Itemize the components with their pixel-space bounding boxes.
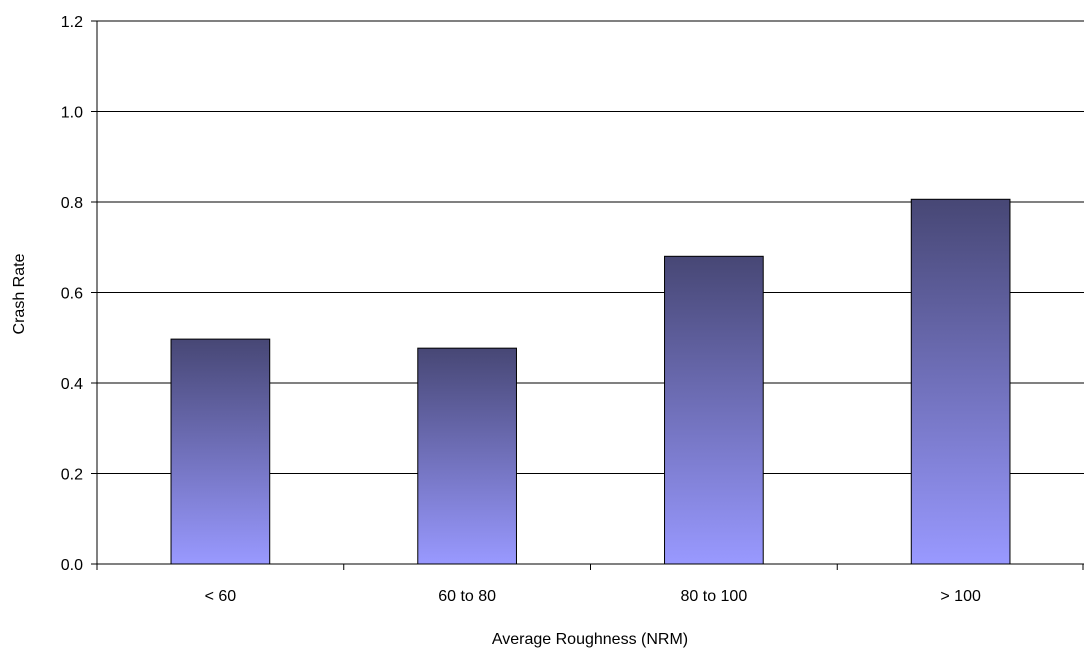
y-tick-label: 1.2 [61, 14, 83, 31]
x-axis-title: Average Roughness (NRM) [492, 631, 688, 648]
y-tick-label: 0.6 [61, 286, 83, 303]
y-tick-label: 0.2 [61, 467, 83, 484]
x-tick-label: 80 to 100 [681, 588, 748, 605]
y-tick-label: 0.8 [61, 195, 83, 212]
y-tick-label: 0.4 [61, 376, 83, 393]
axes [91, 20, 1084, 570]
y-axis-title: Crash Rate [11, 253, 28, 334]
x-tick-labels: < 60 60 to 80 80 to 100 > 100 [205, 588, 981, 605]
x-tick-label: > 100 [940, 588, 981, 605]
y-tick-labels: 0.0 0.2 0.4 0.6 0.8 1.0 1.2 [61, 14, 83, 574]
bars [170, 198, 1011, 565]
y-tick-label: 1.0 [61, 105, 83, 122]
x-tick-label: < 60 [205, 588, 237, 605]
y-tick-label: 0.0 [61, 557, 83, 574]
bar [664, 255, 764, 565]
bar [417, 347, 517, 565]
x-tick-label: 60 to 80 [438, 588, 496, 605]
bar [910, 198, 1011, 565]
bar [170, 338, 271, 565]
